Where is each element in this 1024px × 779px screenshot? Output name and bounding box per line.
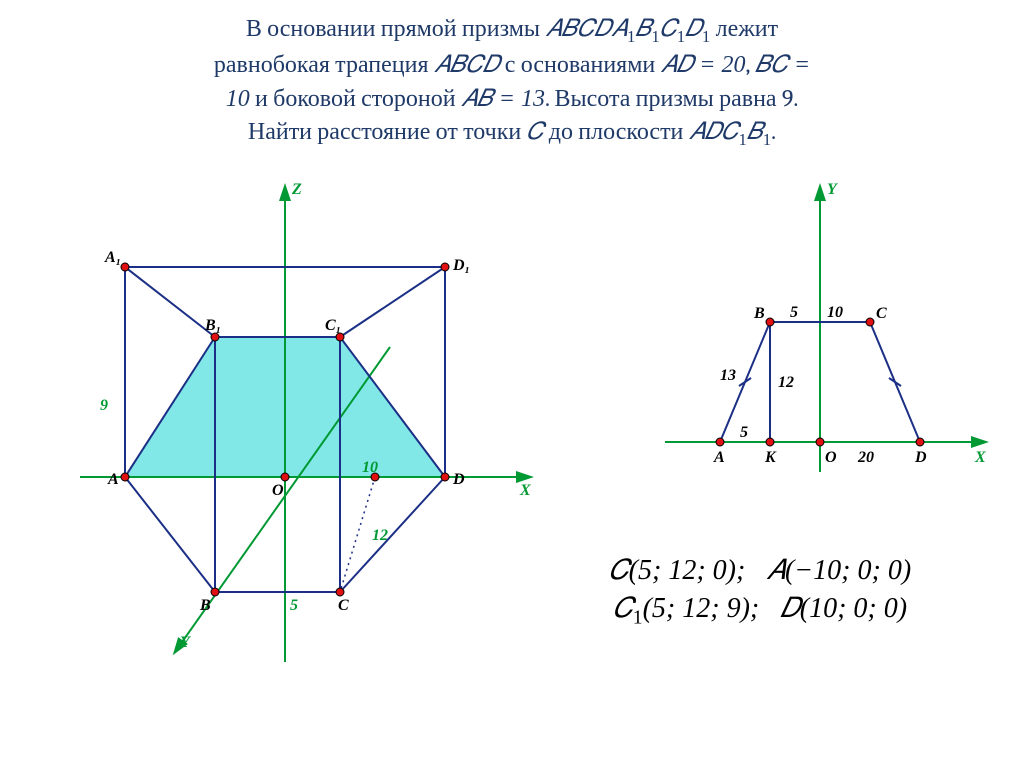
math-trap: 𝐴𝐵𝐶𝐷 — [434, 52, 500, 78]
point-B1 — [211, 333, 219, 341]
text: В основании прямой призмы — [246, 14, 545, 42]
point-C1 — [336, 333, 344, 341]
label-A: A — [713, 449, 725, 466]
point-B — [766, 318, 774, 326]
label-D: D — [452, 471, 465, 488]
point-D — [916, 438, 924, 446]
text: 10 — [226, 86, 250, 112]
label-B: B — [753, 305, 765, 322]
point-A — [716, 438, 724, 446]
tick-AB — [739, 378, 751, 386]
label-12: 12 — [778, 374, 794, 391]
coords-line2: 𝐶1(5; 12; 9); 𝐷(10; 0; 0) — [520, 590, 1000, 632]
math-AB: 𝐴𝐵 = 13 — [461, 86, 545, 112]
label-Y: Y — [827, 181, 838, 198]
point-A — [121, 473, 129, 481]
label-10: 10 — [362, 459, 378, 476]
label-B: B — [199, 597, 211, 614]
math-plane: 𝐴𝐷𝐶1𝐵1 — [689, 119, 771, 145]
point-C — [336, 588, 344, 596]
label-A: A — [107, 471, 119, 488]
text: . — [771, 117, 776, 145]
text: , — [745, 50, 754, 78]
math-C: 𝐶 — [527, 119, 544, 145]
coordinates-block: 𝐶(5; 12; 0); 𝐴(−10; 0; 0) 𝐶1(5; 12; 9); … — [520, 552, 1000, 632]
math-prism: 𝐴𝐵𝐶𝐷𝐴1𝐵1𝐶1𝐷1 — [545, 16, 710, 42]
point-O — [816, 438, 824, 446]
label-10top: 10 — [827, 304, 843, 321]
text: с основаниями — [500, 50, 661, 78]
point-A1 — [121, 263, 129, 271]
label-20: 20 — [857, 449, 874, 466]
label-C: C — [338, 597, 349, 614]
label-5bot: 5 — [740, 424, 748, 441]
label-X: X — [974, 449, 986, 466]
edge-A1B1 — [125, 267, 215, 337]
edge-D1C1 — [340, 267, 445, 337]
text: Найти расстояние от точки — [248, 117, 527, 145]
label-5: 5 — [290, 597, 298, 614]
tick-CD — [889, 378, 901, 386]
label-K: K — [764, 449, 777, 466]
label-C1: C₁ — [325, 317, 341, 334]
text: равнобокая трапеция — [214, 50, 434, 78]
text: . Высота призмы равна 9. — [545, 84, 798, 112]
point-D — [441, 473, 449, 481]
label-D1: D₁ — [452, 257, 470, 274]
label-9: 9 — [100, 397, 108, 414]
point-D1 — [441, 263, 449, 271]
label-B1: B₁ — [204, 317, 221, 334]
coords-line1: 𝐶(5; 12; 0); 𝐴(−10; 0; 0) — [520, 552, 1000, 590]
label-12: 12 — [372, 527, 388, 544]
text: лежит — [710, 14, 778, 42]
label-O: O — [825, 449, 837, 466]
edge-DC — [340, 477, 445, 592]
problem-statement: В основании прямой призмы 𝐴𝐵𝐶𝐷𝐴1𝐵1𝐶1𝐷1 л… — [52, 12, 972, 152]
label-Z: Z — [291, 181, 302, 198]
label-Y: Y — [180, 634, 191, 651]
label-5top: 5 — [790, 304, 798, 321]
diagrams-area: A D B C A₁ D₁ B₁ C₁ O X Y Z 9 10 12 5 — [0, 152, 1024, 712]
text: до плоскости — [544, 117, 689, 145]
label-X: X — [519, 482, 531, 499]
label-13: 13 — [720, 367, 736, 384]
label-D: D — [914, 449, 927, 466]
label-A1: A₁ — [104, 249, 121, 266]
diagram-3d: A D B C A₁ D₁ B₁ C₁ O X Y Z 9 10 12 5 — [40, 172, 560, 672]
height-12-dotted — [340, 477, 375, 592]
point-K — [766, 438, 774, 446]
label-O: O — [272, 482, 284, 499]
point-O — [281, 473, 289, 481]
math-BC: 𝐵𝐶 = — [755, 52, 810, 78]
math-AD: 𝐴𝐷 = 20 — [661, 52, 746, 78]
point-B — [211, 588, 219, 596]
diagram-2d: A K O D B C X Y 5 10 13 12 5 20 — [620, 172, 1000, 502]
text: и боковой стороной — [250, 84, 461, 112]
label-C: C — [876, 305, 887, 322]
point-C — [866, 318, 874, 326]
edge-AB — [125, 477, 215, 592]
